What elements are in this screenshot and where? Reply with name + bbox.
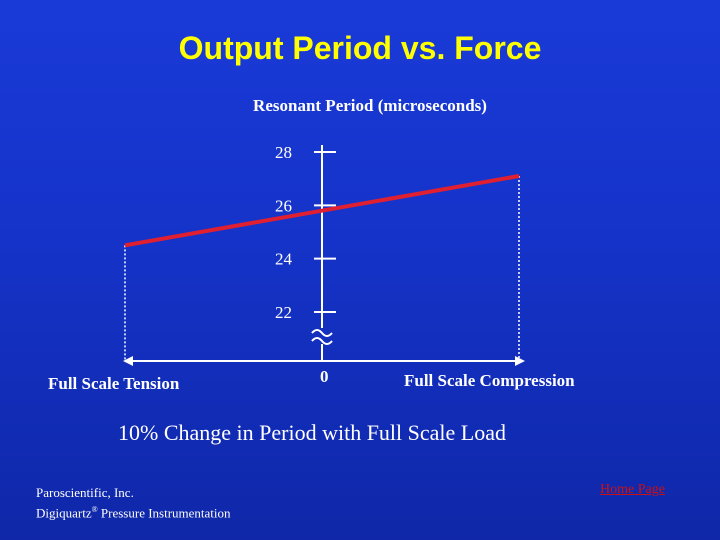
y-axis-label: Resonant Period (microseconds) [253,96,487,115]
chart-axes [123,145,525,366]
chart-series [124,174,520,361]
x-axis-label-compression: Full Scale Compression [404,371,575,390]
footer-product: Digiquartz® Pressure Instrumentation [36,501,231,521]
y-tick-label-22: 22 [275,303,292,322]
registered-mark: ® [91,505,98,514]
chart-ticks: 22 24 26 28 [275,143,336,322]
slide-title: Output Period vs. Force [178,30,542,66]
x-axis-arrow-left [123,356,133,366]
x-axis-arrow-right [515,356,525,366]
axis-break-mark-lower [311,337,333,345]
chart-caption: 10% Change in Period with Full Scale Loa… [118,420,506,445]
footer-company: Paroscientific, Inc. [36,485,134,500]
footer-product-rest: Pressure Instrumentation [97,505,231,521]
series-line-0 [124,174,520,248]
y-tick-label-28: 28 [275,143,292,162]
footer: Paroscientific, Inc. Digiquartz® Pressur… [36,484,231,521]
y-tick-label-24: 24 [275,250,293,269]
home-page-link[interactable]: Home Page [600,482,665,497]
footer-product-name: Digiquartz [36,505,92,521]
x-tick-label-zero: 0 [320,367,329,386]
y-tick-label-26: 26 [275,196,292,215]
x-axis-label-tension: Full Scale Tension [48,374,180,393]
axis-break-mark-upper [311,329,333,337]
